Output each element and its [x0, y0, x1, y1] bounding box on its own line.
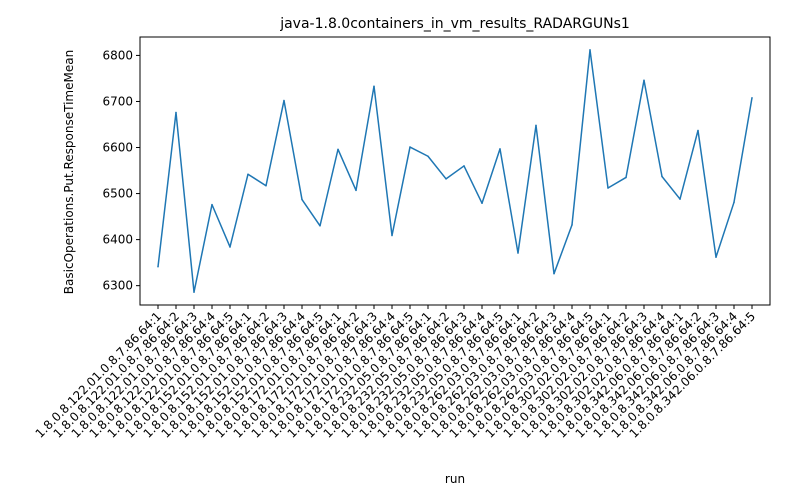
data-point — [499, 148, 501, 150]
y-axis-label: BasicOperations.Put.ResponseTimeMean — [62, 50, 76, 294]
data-point — [409, 146, 411, 148]
data-point — [445, 178, 447, 180]
data-point — [229, 246, 231, 248]
data-point — [607, 187, 609, 189]
x-axis: 1.8.0.8.122.01.0.8.7.86.64:11.8.0.8.122.… — [33, 305, 758, 441]
data-point — [661, 175, 663, 178]
data-point — [193, 291, 195, 293]
series-line — [157, 49, 753, 293]
data-point — [337, 148, 339, 151]
y-tick-label: 6800 — [102, 48, 133, 62]
data-point — [247, 173, 249, 175]
data-point — [175, 111, 177, 114]
data-point — [589, 49, 591, 51]
data-point — [463, 165, 465, 167]
data-point — [517, 252, 519, 254]
data-point — [553, 272, 555, 275]
data-point — [355, 189, 357, 192]
y-tick-label: 6400 — [102, 233, 133, 247]
series-group — [157, 49, 753, 293]
data-point — [265, 184, 267, 187]
y-tick-label: 6500 — [102, 187, 133, 201]
data-point — [571, 224, 573, 226]
data-point — [481, 202, 483, 204]
data-point — [301, 198, 303, 201]
data-point — [283, 99, 285, 102]
y-tick-label: 6700 — [102, 94, 133, 108]
data-point — [391, 234, 393, 237]
data-point — [751, 97, 753, 99]
chart-title: java-1.8.0containers_in_vm_results_RADAR… — [279, 16, 630, 32]
x-axis-label: run — [445, 472, 465, 486]
data-point — [715, 256, 717, 258]
data-point — [319, 225, 321, 227]
data-point — [211, 203, 213, 206]
y-tick-label: 6600 — [102, 141, 133, 155]
data-point — [427, 155, 429, 158]
data-point — [157, 266, 159, 268]
y-tick-label: 6300 — [102, 279, 133, 293]
data-point — [625, 176, 627, 179]
data-point — [373, 85, 375, 88]
data-point — [733, 201, 735, 204]
y-axis: 6300 6400 6500 6600 6700 6800 — [102, 48, 140, 293]
data-point — [679, 198, 681, 200]
data-point — [697, 129, 699, 132]
plot-area-frame — [139, 36, 771, 306]
data-point — [535, 124, 537, 127]
data-point — [643, 79, 645, 82]
